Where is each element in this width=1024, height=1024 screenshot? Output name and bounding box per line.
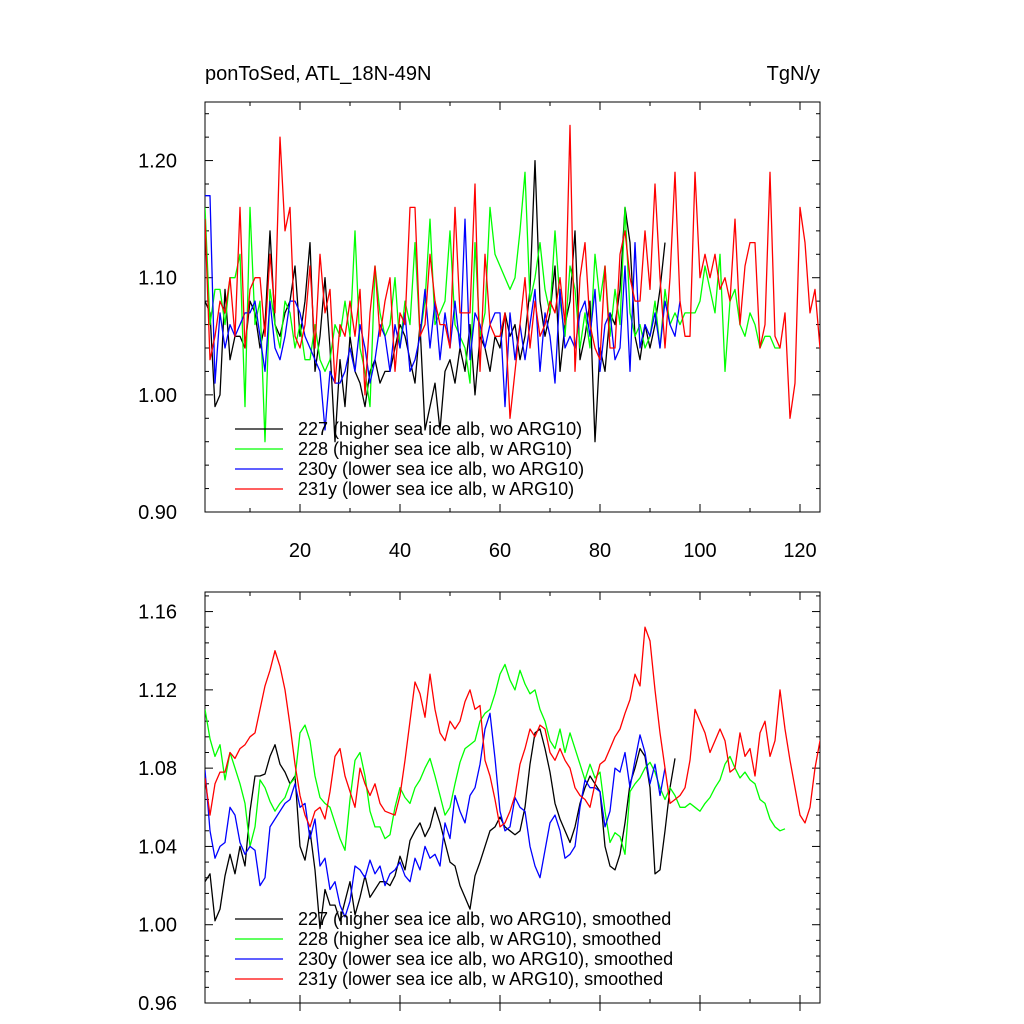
legend-label-1: 228 (higher sea ice alb, w ARG10) xyxy=(298,439,572,459)
y-tick-label: 1.10 xyxy=(138,268,177,290)
y-tick-label: 0.90 xyxy=(138,502,177,524)
series-line-1 xyxy=(205,171,780,443)
legend-label-1: 228 (higher sea ice alb, w ARG10), smoot… xyxy=(298,929,661,949)
legend-label-3: 231y (lower sea ice alb, w ARG10) xyxy=(298,479,574,499)
bottom-panel: 0.96 1.00 1.04 1.08 1.12 1.16 227 (higher sea … xyxy=(138,591,821,1015)
y-tick-label: 1.20 xyxy=(138,151,177,173)
x-tick-label: 60 xyxy=(489,540,511,562)
y-tick-label: 1.16 xyxy=(138,602,177,624)
x-tick-label: 20 xyxy=(289,540,311,562)
series-line-1 xyxy=(205,663,786,855)
y-tick-label: 1.00 xyxy=(138,915,177,937)
legend-label-0: 227 (higher sea ice alb, wo ARG10) xyxy=(298,419,582,439)
x-tick-label: 40 xyxy=(389,540,411,562)
y-tick-label: 1.08 xyxy=(138,758,177,780)
legend-label-3: 231y (lower sea ice alb, w ARG10), smoot… xyxy=(298,969,663,989)
y-tick-label: 0.96 xyxy=(138,993,177,1015)
x-tick-label: 100 xyxy=(683,540,716,562)
legend-label-2: 230y (lower sea ice alb, wo ARG10) xyxy=(298,459,584,479)
y-tick-label: 1.12 xyxy=(138,680,177,702)
units-label: TgN/y xyxy=(767,63,820,85)
series-line-0 xyxy=(205,728,676,930)
y-tick-label: 1.00 xyxy=(138,385,177,407)
series-line-2 xyxy=(205,712,666,918)
top-panel: 20 40 60 80 100 120 0.90 1.00 1.10 1.20 ponToSed, … xyxy=(138,63,821,562)
chart-title: ponToSed, ATL_18N-49N xyxy=(205,63,431,85)
series-line-3 xyxy=(205,626,820,828)
legend-label-2: 230y (lower sea ice alb, wo ARG10), smoo… xyxy=(298,949,673,969)
y-tick-label: 1.04 xyxy=(138,836,177,858)
x-tick-label: 80 xyxy=(589,540,611,562)
plot-frame xyxy=(204,591,821,1004)
series-line-2 xyxy=(205,195,681,431)
legend-label-0: 227 (higher sea ice alb, wo ARG10), smoo… xyxy=(298,909,671,929)
x-tick-label: 120 xyxy=(783,540,816,562)
plot-frame xyxy=(204,101,821,513)
series-line-3 xyxy=(205,124,820,419)
